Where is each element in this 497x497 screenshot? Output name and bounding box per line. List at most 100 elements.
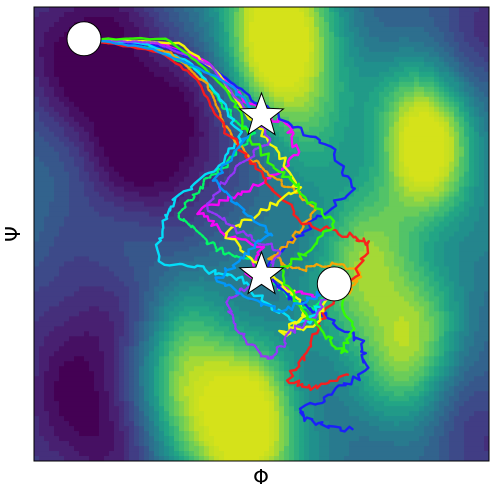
contour-cell xyxy=(254,56,260,63)
contour-cell xyxy=(284,41,290,48)
contour-cell xyxy=(259,356,265,362)
contour-cell xyxy=(149,311,155,317)
contour-cell xyxy=(64,386,70,392)
contour-cell xyxy=(84,371,90,377)
contour-cell xyxy=(159,141,165,148)
contour-cell xyxy=(64,456,70,461)
contour-cell xyxy=(269,76,275,83)
contour-cell xyxy=(229,181,235,188)
contour-cell xyxy=(144,101,150,108)
contour-cell xyxy=(79,336,85,342)
contour-cell xyxy=(159,7,165,13)
contour-cell xyxy=(189,416,195,422)
contour-cell xyxy=(164,136,170,143)
contour-cell xyxy=(94,336,100,342)
contour-cell xyxy=(49,66,55,73)
contour-cell xyxy=(304,336,310,342)
contour-cell xyxy=(84,391,90,397)
contour-cell xyxy=(214,356,220,362)
contour-cell xyxy=(249,311,255,317)
contour-cell xyxy=(219,36,225,43)
contour-cell xyxy=(69,156,75,163)
contour-cell xyxy=(149,206,155,213)
contour-cell xyxy=(139,61,145,68)
contour-cell xyxy=(139,381,145,387)
contour-cell xyxy=(49,331,55,337)
contour-cell xyxy=(264,46,270,53)
contour-cell xyxy=(64,356,70,362)
contour-cell xyxy=(249,181,255,188)
contour-cell xyxy=(229,331,235,337)
contour-cell xyxy=(189,21,195,28)
contour-cell xyxy=(234,271,240,278)
contour-cell xyxy=(129,56,135,63)
contour-cell xyxy=(44,101,50,108)
contour-cell xyxy=(119,406,125,412)
contour-cell xyxy=(279,256,285,263)
contour-cell xyxy=(269,406,275,412)
contour-cell xyxy=(259,191,265,198)
contour-cell xyxy=(124,311,130,317)
contour-cell xyxy=(129,441,135,447)
contour-cell xyxy=(74,126,80,133)
contour-cell xyxy=(234,281,240,287)
contour-cell xyxy=(104,191,110,198)
contour-cell xyxy=(239,21,245,28)
contour-cell xyxy=(74,121,80,128)
contour-cell xyxy=(144,76,150,83)
contour-cell xyxy=(79,366,85,372)
contour-cell xyxy=(254,191,260,198)
contour-cell xyxy=(254,26,260,33)
contour-cell xyxy=(169,371,175,377)
contour-cell xyxy=(129,141,135,148)
contour-cell xyxy=(104,91,110,98)
contour-cell xyxy=(149,281,155,287)
contour-cell xyxy=(289,11,295,18)
contour-cell xyxy=(194,271,200,278)
contour-cell xyxy=(269,181,275,188)
contour-cell xyxy=(179,156,185,163)
contour-cell xyxy=(169,156,175,163)
contour-cell xyxy=(59,421,65,427)
contour-cell xyxy=(244,31,250,38)
contour-cell xyxy=(194,61,200,68)
contour-cell xyxy=(124,251,130,258)
contour-cell xyxy=(154,326,160,332)
contour-cell xyxy=(214,401,220,407)
contour-cell xyxy=(269,71,275,78)
contour-cell xyxy=(79,86,85,93)
contour-cell xyxy=(54,376,60,382)
contour-cell xyxy=(274,411,280,417)
contour-cell xyxy=(199,191,205,198)
contour-cell xyxy=(244,41,250,48)
contour-cell xyxy=(189,36,195,43)
contour-cell xyxy=(139,161,145,168)
contour-cell xyxy=(304,331,310,337)
contour-cell xyxy=(254,411,260,417)
contour-cell xyxy=(114,241,120,248)
contour-cell xyxy=(104,331,110,337)
contour-cell xyxy=(214,96,220,103)
contour-cell xyxy=(174,176,180,183)
contour-cell xyxy=(259,326,265,332)
contour-cell xyxy=(129,451,135,457)
contour-cell xyxy=(134,236,140,243)
contour-cell xyxy=(64,81,70,88)
contour-cell xyxy=(194,401,200,407)
contour-cell xyxy=(299,146,305,153)
contour-cell xyxy=(194,451,200,457)
contour-cell xyxy=(159,366,165,372)
contour-cell xyxy=(144,331,150,337)
contour-cell xyxy=(69,171,75,178)
contour-cell xyxy=(134,361,140,367)
contour-cell xyxy=(254,351,260,357)
contour-cell xyxy=(149,86,155,93)
contour-cell xyxy=(284,316,290,322)
contour-cell xyxy=(54,131,60,138)
contour-cell xyxy=(54,151,60,158)
contour-cell xyxy=(204,71,210,78)
contour-cell xyxy=(244,176,250,183)
contour-cell xyxy=(149,201,155,208)
contour-cell xyxy=(274,321,280,327)
contour-cell xyxy=(104,426,110,432)
